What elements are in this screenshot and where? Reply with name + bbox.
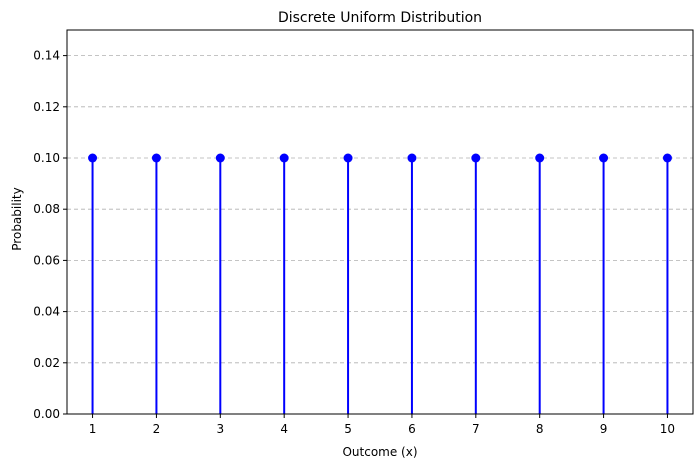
grid-lines [67,55,693,364]
chart-title: Discrete Uniform Distribution [278,10,482,26]
x-axis-ticks: 1 2 3 4 5 6 7 8 9 10 [89,414,675,436]
y-axis-ticks: 0.00 0.02 0.04 0.06 0.08 0.10 0.12 0.14 [33,49,67,421]
y-tick-label: 0.12 [33,100,60,114]
x-tick-label: 4 [280,422,288,436]
x-tick-label: 5 [344,422,352,436]
y-axis-label: Probability [10,187,24,250]
x-tick-label: 10 [660,422,675,436]
stem-marker [151,153,161,163]
x-tick-label: 8 [536,422,544,436]
y-tick-label: 0.00 [33,407,60,421]
stem-marker [535,153,545,163]
stem-marker [88,153,98,163]
x-tick-label: 2 [153,422,161,436]
y-tick-label: 0.02 [33,356,60,370]
plot-frame [66,29,694,415]
stem-marker [215,153,225,163]
x-tick-label: 7 [472,422,480,436]
stem-marker [662,153,672,163]
x-tick-label: 6 [408,422,416,436]
y-tick-label: 0.08 [33,202,60,216]
x-tick-label: 3 [216,422,224,436]
stem-marker [599,153,609,163]
stem-marker [471,153,481,163]
x-axis-label: Outcome (x) [342,445,417,459]
y-tick-label: 0.10 [33,151,60,165]
y-tick-label: 0.04 [33,305,60,319]
y-tick-label: 0.06 [33,253,60,267]
y-tick-label: 0.14 [33,49,60,63]
x-tick-label: 1 [89,422,97,436]
stem-marker [279,153,289,163]
x-tick-label: 9 [600,422,608,436]
stem-series [88,153,672,414]
stem-marker [343,153,353,163]
stem-marker [407,153,417,163]
